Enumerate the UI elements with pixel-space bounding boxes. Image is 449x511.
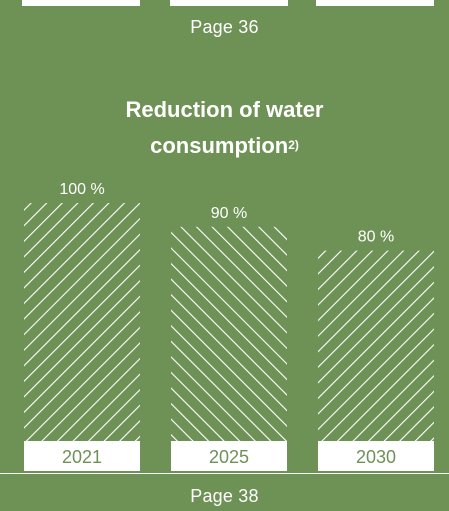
- chart-title: Reduction of water consumption2): [0, 92, 449, 167]
- category-box-2030: [318, 441, 434, 471]
- category-box-2021: [24, 441, 140, 471]
- chart-bottom-rule: [0, 473, 449, 474]
- category-box-2025: [171, 441, 287, 471]
- bar-2025: [171, 226, 287, 441]
- previous-section-strip: [0, 0, 449, 6]
- value-label-2025: 90 %: [211, 205, 247, 222]
- category-label-2025: 2025: [209, 447, 249, 467]
- bar-2030: [318, 250, 434, 441]
- value-label-2021: 100 %: [59, 181, 104, 198]
- value-label-2030: 80 %: [358, 229, 394, 246]
- previous-bar-bottom: [22, 0, 140, 6]
- chart-title-line1: Reduction of water: [125, 97, 324, 122]
- previous-bar-bottom: [170, 0, 288, 6]
- previous-bar-bottom: [316, 0, 434, 6]
- bar-2021: [24, 203, 140, 441]
- footnote-marker: 2): [288, 138, 299, 152]
- category-label-2030: 2030: [356, 447, 396, 467]
- prev-page-link[interactable]: Page 36: [190, 17, 259, 37]
- category-label-2021: 2021: [62, 447, 102, 467]
- chart-title-line2: consumption2): [150, 133, 299, 158]
- next-page-link[interactable]: Page 38: [190, 486, 259, 506]
